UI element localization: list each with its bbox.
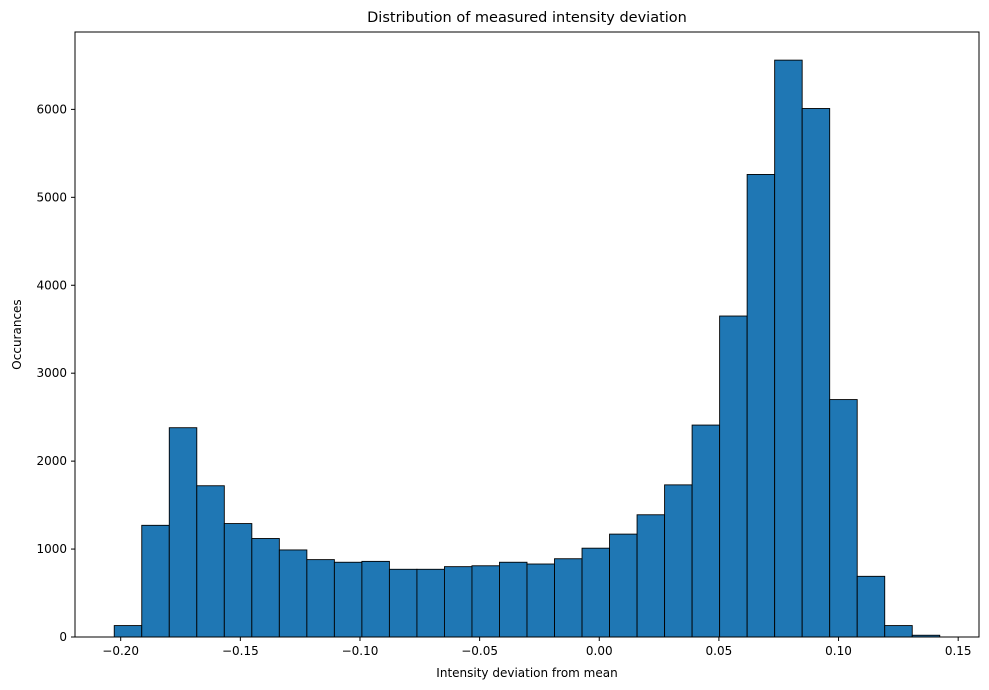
chart-title: Distribution of measured intensity devia… (367, 10, 687, 26)
histogram-bar (691, 424, 721, 638)
x-tick-label: −0.10 (342, 644, 379, 658)
y-tick-label: 0 (59, 630, 67, 644)
histogram-bar (636, 514, 666, 638)
histogram-bar (168, 427, 198, 638)
plot-frame (74, 31, 980, 638)
histogram-bar (526, 563, 555, 638)
histogram-bar (554, 558, 583, 638)
histogram-bar (333, 561, 363, 638)
y-tick-label: 5000 (36, 190, 67, 204)
histogram-bar (499, 561, 528, 638)
histogram-bar (388, 568, 418, 638)
histogram-bar (471, 565, 500, 638)
histogram-bar (306, 559, 335, 638)
y-tick-label: 4000 (36, 278, 67, 292)
x-tick-label: −0.15 (222, 644, 259, 658)
histogram-bar (774, 59, 803, 638)
y-tick-label: 6000 (36, 102, 67, 116)
histogram-bar (664, 484, 693, 638)
y-tick-label: 3000 (36, 366, 67, 380)
histogram-bar (223, 523, 253, 638)
histogram-bar (746, 174, 776, 638)
x-tick-label: 0.15 (945, 644, 972, 658)
histogram-bar (884, 625, 913, 638)
histogram-bar (581, 547, 611, 638)
y-tick-label: 1000 (36, 542, 67, 556)
histogram-bar (251, 538, 280, 638)
y-tick-label: 2000 (36, 454, 67, 468)
histogram-bar (416, 568, 445, 638)
histogram-bar (113, 625, 143, 638)
bars-group (113, 59, 941, 638)
histogram-bar (141, 524, 170, 638)
y-axis-label: Occurances (10, 299, 24, 369)
histogram-bar (361, 560, 390, 638)
x-tick-label: 0.00 (586, 644, 613, 658)
histogram-bar (196, 485, 225, 638)
histogram-bar (829, 399, 858, 638)
histogram-bar (609, 533, 638, 638)
histogram-bar (278, 549, 308, 638)
y-axis-ticks: 0 1000 2000 3000 4000 5000 6000 (36, 102, 75, 644)
histogram-bar (719, 315, 748, 638)
histogram-bar (443, 566, 473, 638)
histogram-bar (856, 575, 886, 638)
x-tick-label: 0.10 (825, 644, 852, 658)
x-tick-label: 0.05 (706, 644, 733, 658)
x-axis-label: Intensity deviation from mean (436, 666, 617, 680)
histogram-bar (801, 108, 831, 638)
x-tick-label: −0.20 (102, 644, 139, 658)
x-tick-label: −0.05 (461, 644, 498, 658)
x-axis-ticks: −0.20 −0.15 −0.10 −0.05 0.00 0.05 0.10 0.15 (102, 637, 972, 658)
